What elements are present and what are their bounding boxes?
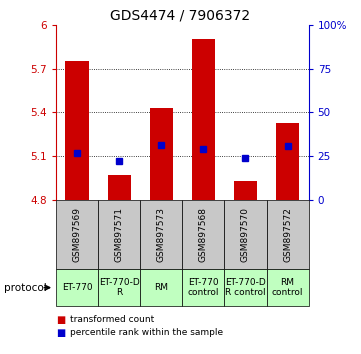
Text: RM: RM <box>154 283 168 292</box>
Bar <box>108 175 131 200</box>
Text: transformed count: transformed count <box>70 315 155 324</box>
Text: ET-770-D
R: ET-770-D R <box>99 278 139 297</box>
Bar <box>150 108 173 200</box>
Text: GSM897571: GSM897571 <box>115 207 123 262</box>
Text: ■: ■ <box>56 315 65 325</box>
Bar <box>234 181 257 200</box>
Bar <box>192 39 215 200</box>
Text: GDS4474 / 7906372: GDS4474 / 7906372 <box>110 9 251 23</box>
Text: GSM897569: GSM897569 <box>73 207 82 262</box>
Text: GSM897572: GSM897572 <box>283 207 292 262</box>
Text: ET-770-D
R control: ET-770-D R control <box>225 278 266 297</box>
Text: percentile rank within the sample: percentile rank within the sample <box>70 328 223 337</box>
Text: GSM897570: GSM897570 <box>241 207 250 262</box>
Text: GSM897568: GSM897568 <box>199 207 208 262</box>
Bar <box>65 61 88 200</box>
Bar <box>276 122 299 200</box>
Text: GSM897573: GSM897573 <box>157 207 166 262</box>
Text: ■: ■ <box>56 328 65 338</box>
Text: protocol: protocol <box>4 282 46 293</box>
Text: ET-770
control: ET-770 control <box>188 278 219 297</box>
Text: ET-770: ET-770 <box>62 283 92 292</box>
Text: RM
control: RM control <box>272 278 303 297</box>
